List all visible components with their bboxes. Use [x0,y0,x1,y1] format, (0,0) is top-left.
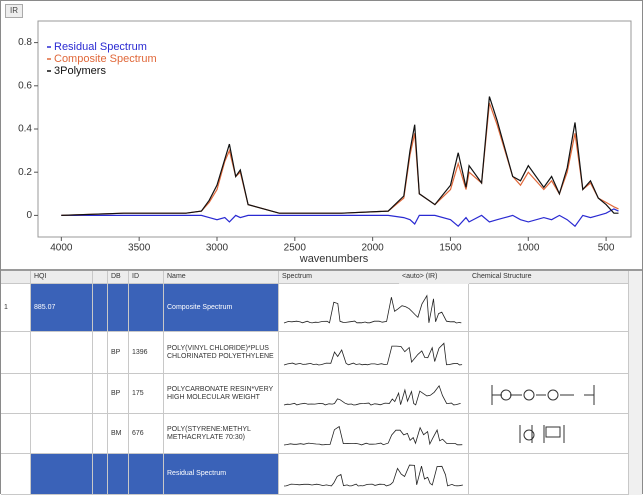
table-cell [469,414,629,454]
table-cell: 1396 [129,332,164,374]
column-header: DB [108,271,129,284]
table-cell: POLY(VINYL CHLORIDE)*PLUS CHLORINATED PO… [164,332,279,374]
table-cell: BP [108,332,129,374]
mini-spectrum-line [283,384,461,406]
spectrum-line [61,96,619,216]
mini-spectrum-line [283,341,463,365]
table-cell [469,454,629,495]
table-cell [31,454,93,495]
x-tick-label: 4000 [50,243,73,254]
x-tick-label: 2000 [362,243,385,254]
column-header: ID [129,271,164,284]
spectrum-line [61,208,619,228]
mini-spectrum-line [283,464,463,486]
table-cell [1,332,31,374]
y-tick-label: 0 [26,210,32,221]
table-cell: BP [108,374,129,414]
table-cell [279,374,469,414]
mini-spectrum [283,293,462,323]
table-cell: BM [108,414,129,454]
x-tick-label: 500 [598,243,615,254]
table-cell [469,284,629,332]
table-cell [93,454,108,495]
mini-spectrum-line [283,293,462,323]
column-header: HQI [31,271,93,284]
table-cell [31,374,93,414]
table-cell [279,454,469,495]
table-cell: Composite Spectrum [164,284,279,332]
panel-tab[interactable]: IR [5,4,23,18]
y-tick-label: 0.2 [18,167,32,178]
x-axis-label: wavenumbers [299,253,369,265]
column-header [93,271,108,284]
x-tick-label: 3000 [206,243,229,254]
table-cell [93,284,108,332]
mini-spectrum [283,341,463,365]
x-tick-label: 3500 [128,243,151,254]
table-cell [93,414,108,454]
column-header: Name [164,271,279,284]
x-tick-label: 1000 [517,243,540,254]
mini-spectrum [283,384,461,406]
table-cell [1,454,31,495]
plot-area [37,20,632,238]
table-cell [129,284,164,332]
column-header: <auto> (IR) [399,271,469,284]
x-tick-label: 1500 [439,243,462,254]
legend-label: Residual Spectrum [54,41,147,53]
table-cell: 676 [129,414,164,454]
table-cell [129,454,164,495]
table-cell [31,332,93,374]
table-cell [469,374,629,414]
table-cell: Residual Spectrum [164,454,279,495]
results-table: HQI DB ID Name Spectrum <auto> (IR) Chemical S… [1,269,642,495]
scrollbar[interactable] [628,271,642,495]
table-cell: POLY(STYRENE:METHYL METHACRYLATE 70:30) [164,414,279,454]
mini-spectrum [283,464,463,486]
mini-spectrum-line [283,425,463,445]
table-cell [279,414,469,454]
table-cell [1,414,31,454]
y-tick-label: 0.4 [18,124,32,135]
table-cell: POLYCARBONATE RESIN*VERY HIGH MOLECULAR … [164,374,279,414]
structure-icon [491,384,595,405]
table-cell [93,374,108,414]
table-cell [279,332,469,374]
column-header [1,271,31,284]
y-tick-label: 0.6 [18,80,32,91]
mini-spectrum [283,425,463,445]
x-tick-label: 2500 [284,243,307,254]
table-cell [469,332,629,374]
chart: wavenumbers 0 0.2 0.4 0.6 0.8 4000 3500 3000 250… [18,20,632,265]
table-cell [93,332,108,374]
spectrum-line [61,102,619,216]
table-cell [108,284,129,332]
table-cell: 885.07 [31,284,93,332]
legend-label: Composite Spectrum [54,53,157,65]
table-cell [108,454,129,495]
table-cell [279,284,469,332]
column-header: Chemical Structure [469,271,629,284]
table-cell [1,374,31,414]
table-cell: 1 [1,284,31,332]
y-tick-label: 0.8 [18,37,32,48]
legend-label: 3Polymers [54,65,106,77]
table-cell [31,414,93,454]
structure-icon [519,424,565,443]
table-cell: 175 [129,374,164,414]
